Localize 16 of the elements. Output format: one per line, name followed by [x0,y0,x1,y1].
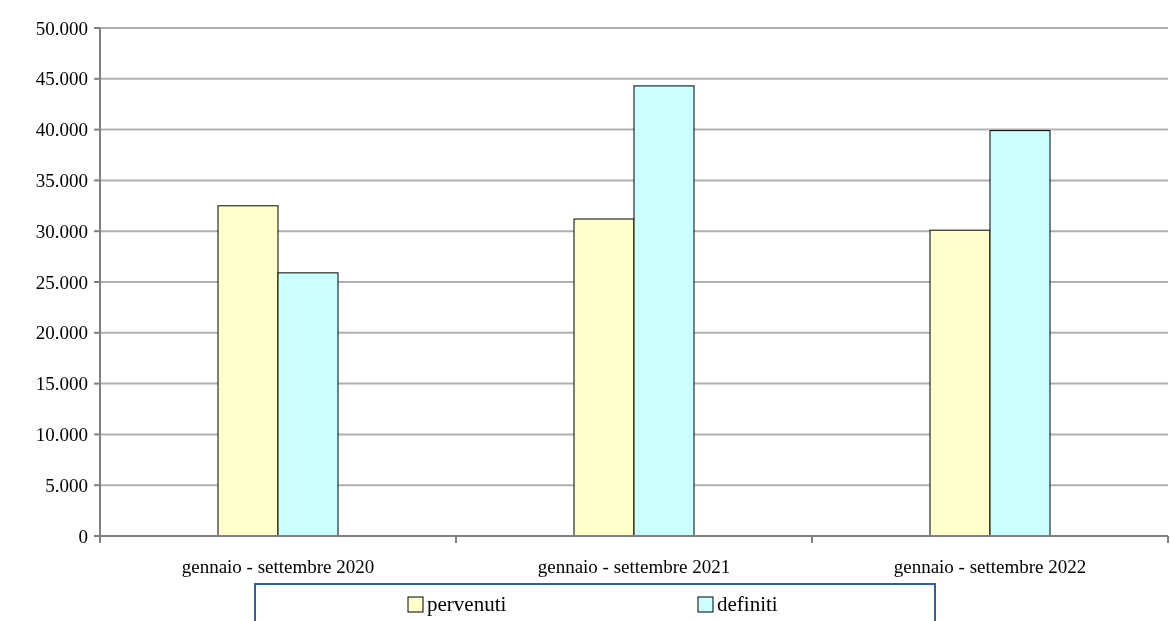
y-tick-label: 0 [78,525,88,547]
x-tick-label: gennaio - settembre 2020 [181,556,375,577]
y-tick-label: 25.000 [35,271,88,293]
y-tick-label: 20.000 [35,322,88,344]
y-tick-label: 35.000 [35,170,88,192]
y-tick-label: 45.000 [35,68,88,90]
y-tick-label: 50.000 [35,17,88,39]
legend-label: pervenuti [427,592,507,616]
y-tick-label: 40.000 [35,119,88,141]
y-tick-label: 10.000 [35,424,88,446]
x-tick-label: gennaio - settembre 2021 [537,556,731,577]
y-tick-label: 15.000 [35,373,88,395]
y-tick-label: 5.000 [45,474,88,496]
y-tick-label: 30.000 [35,220,88,242]
legend-label: definiti [717,592,778,616]
x-tick-label: gennaio - settembre 2022 [893,556,1087,577]
